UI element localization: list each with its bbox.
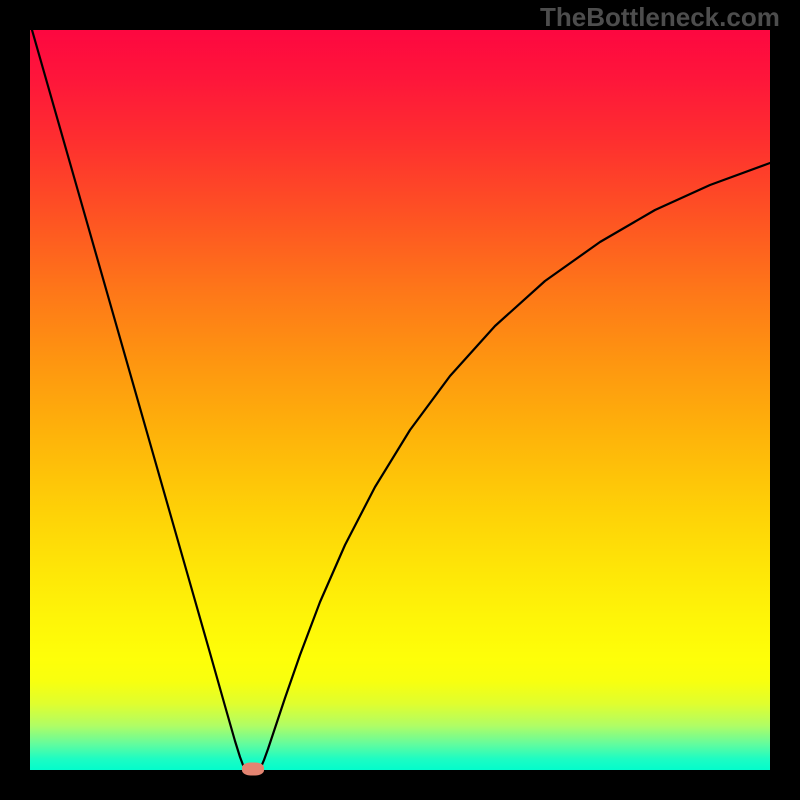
watermark-text: TheBottleneck.com <box>540 2 780 33</box>
chart-plot-area <box>30 30 770 770</box>
chart-curves <box>30 30 770 770</box>
chart-minimum-marker <box>242 763 264 776</box>
curve-left_branch <box>32 30 247 770</box>
chart-frame <box>0 0 800 800</box>
curve-right_branch <box>259 163 770 770</box>
